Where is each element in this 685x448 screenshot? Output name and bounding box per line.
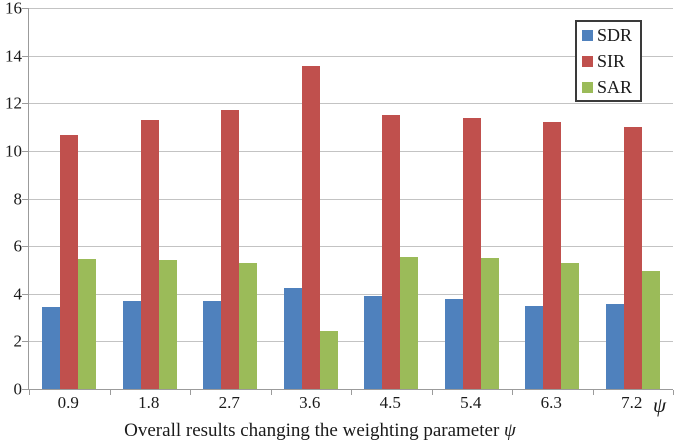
legend: SDR SIR SAR [575, 20, 642, 102]
bar-sar-4.5 [400, 256, 419, 389]
x-tick-mark [190, 390, 191, 395]
bar-sar-0.9 [78, 259, 97, 389]
y-tick-mark [22, 8, 28, 9]
bar-sar-3.6 [319, 330, 338, 389]
y-tick-mark [22, 293, 28, 295]
y-tick-mark [22, 341, 28, 343]
sdr-legend-swatch [582, 29, 593, 41]
y-tick-label: 2 [13, 331, 23, 351]
legend-item-sir: SIR [582, 52, 640, 70]
y-tick-label: 16 [5, 0, 22, 18]
bar-sdr-1.8 [122, 300, 141, 389]
x-tick-mark [592, 390, 594, 395]
bar-sar-1.8 [158, 260, 177, 389]
x-tick-label: 4.5 [379, 393, 401, 412]
bar-sar-7.2 [641, 271, 660, 389]
chart-title-symbol: ψ [504, 420, 516, 441]
x-tick-label: 6.3 [540, 393, 562, 412]
y-tick-label: 10 [5, 141, 22, 161]
bar-sar-2.7 [239, 262, 258, 389]
legend-label-sar: SAR [597, 77, 633, 97]
bar-sir-2.7 [221, 110, 240, 389]
bar-sir-0.9 [60, 135, 79, 389]
y-tick-mark [22, 103, 28, 105]
x-tick-mark [351, 390, 352, 395]
legend-label-sdr: SDR [597, 25, 633, 45]
bar-sir-4.5 [382, 115, 401, 389]
gridline [29, 150, 673, 152]
sar-legend-swatch [582, 81, 593, 93]
bar-sar-6.3 [561, 262, 580, 389]
bar-sdr-6.3 [525, 305, 544, 389]
x-tick-label: 5.4 [460, 393, 482, 412]
sir-legend-swatch [582, 55, 593, 67]
plot-area [22, 8, 674, 395]
x-tick-mark [270, 390, 272, 395]
gridline [29, 246, 673, 248]
x-tick-label: 2.7 [218, 393, 240, 412]
y-tick-mark [22, 198, 28, 200]
y-tick-label: 8 [13, 189, 23, 208]
y-tick-mark [22, 55, 28, 57]
bar-sdr-7.2 [605, 304, 624, 389]
bar-sdr-2.7 [203, 300, 222, 389]
x-tick-label: 1.8 [138, 393, 160, 412]
chart-title-text: Overall results changing the weighting p… [124, 420, 500, 441]
gridline [29, 55, 673, 57]
x-tick-mark [431, 390, 433, 395]
x-tick-mark [673, 390, 674, 395]
bar-sir-5.4 [462, 117, 481, 389]
gridline [29, 8, 673, 9]
bar-sdr-5.4 [444, 298, 463, 389]
legend-item-sdr: SDR [582, 26, 640, 44]
x-axis: 0.9 1.8 2.7 3.6 4.5 5.4 6.3 7.2 [28, 394, 672, 416]
chart-title: Overall results changing the weighting p… [0, 420, 640, 443]
legend-label-sir: SIR [597, 51, 626, 71]
y-tick-label: 12 [5, 93, 22, 113]
bar-sir-7.2 [623, 127, 642, 389]
y-tick-mark [22, 389, 28, 390]
legend-item-sar: SAR [582, 78, 640, 96]
x-tick-label: 3.6 [299, 393, 321, 412]
y-tick-label: 4 [13, 284, 23, 304]
gridline [29, 198, 673, 200]
y-tick-label: 6 [13, 236, 23, 256]
bar-sdr-4.5 [364, 296, 383, 389]
y-tick-label: 14 [5, 46, 22, 66]
bar-sir-1.8 [140, 119, 159, 389]
y-tick-mark [22, 246, 28, 248]
bar-sar-5.4 [480, 258, 499, 389]
x-axis-symbol: ψ [653, 393, 667, 417]
y-tick-mark [22, 150, 28, 152]
gridline [29, 293, 673, 295]
gridline [29, 103, 673, 105]
y-tick-label: 0 [13, 379, 23, 399]
bar-sdr-3.6 [283, 287, 302, 389]
x-tick-mark [29, 390, 30, 395]
bar-sdr-0.9 [42, 306, 61, 389]
bar-sir-3.6 [301, 66, 320, 389]
bar-sir-6.3 [543, 122, 562, 389]
x-tick-label: 7.2 [621, 393, 643, 412]
x-tick-mark [512, 390, 513, 395]
x-tick-mark [109, 390, 111, 395]
y-axis: 0 2 4 6 8 10 12 14 16 [0, 0, 23, 398]
x-tick-label: 0.9 [57, 393, 79, 412]
gridline [29, 341, 673, 343]
